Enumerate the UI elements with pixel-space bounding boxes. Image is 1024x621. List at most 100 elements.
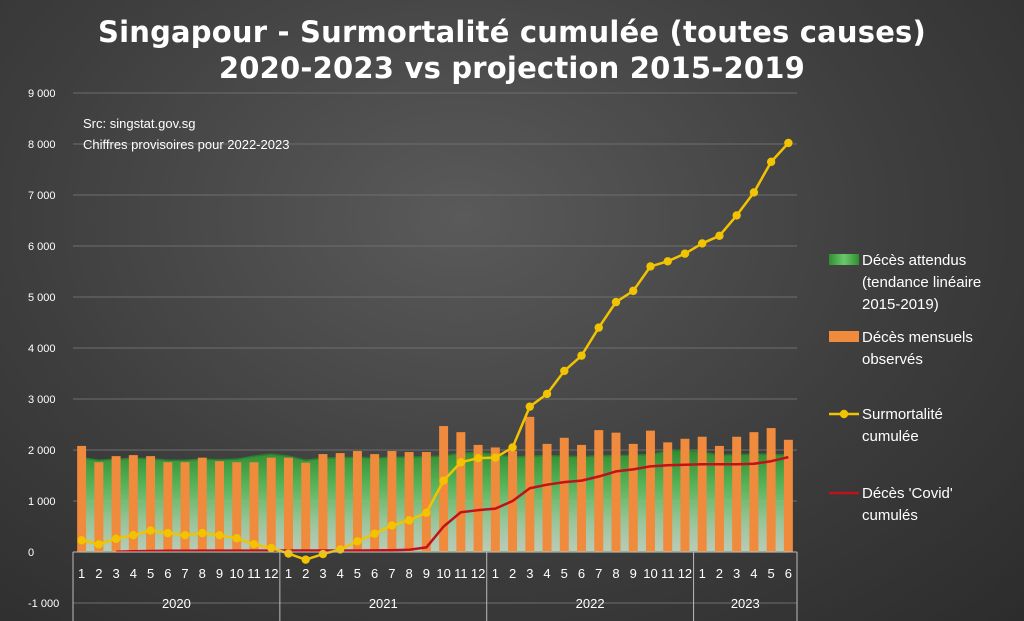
excess-mortality-point <box>94 540 104 549</box>
excess-mortality-point <box>146 526 155 535</box>
observed-deaths-bar <box>749 432 759 552</box>
excess-mortality-point <box>439 476 448 485</box>
excess-mortality-point <box>353 537 362 546</box>
observed-deaths-bar <box>404 452 414 552</box>
observed-deaths-bar <box>387 451 397 552</box>
x-tick-label: 2 <box>509 566 516 581</box>
excess-mortality-point <box>732 211 741 220</box>
excess-mortality-point <box>267 543 276 553</box>
excess-mortality-point <box>680 249 690 258</box>
chart-title-line-2: 2020-2023 vs projection 2015-2019 <box>218 51 806 85</box>
observed-deaths-bar <box>594 430 604 552</box>
observed-deaths-bar <box>77 445 87 552</box>
covid-deaths-polyline <box>116 455 789 553</box>
observed-deaths-bar <box>628 443 638 552</box>
observed-deaths-bar <box>577 444 587 552</box>
observed-deaths-bar <box>370 454 380 552</box>
x-tick-label: 7 <box>595 566 602 581</box>
excess-mortality-point <box>215 530 224 540</box>
y-tick-label: 4 000 <box>28 343 56 355</box>
legend-label: cumulés <box>862 507 918 524</box>
y-tick-label: 2 000 <box>28 445 56 457</box>
axes: -1 000 0 1 000 2 000 3 000 4 000 5 000 6 000 7 0… <box>28 88 798 621</box>
x-tick-label: 4 <box>130 566 137 581</box>
excess-mortality-point <box>180 530 190 540</box>
excess-mortality-point <box>697 239 707 248</box>
excess-mortality-point <box>542 389 552 399</box>
x-tick-label: 1 <box>78 566 85 581</box>
legend-label: Surmortalité <box>862 406 943 423</box>
x-tick-label: 10 <box>230 566 244 581</box>
excess-mortality-point <box>111 534 121 543</box>
excess-mortality-point <box>163 528 173 538</box>
x-tick-label: 3 <box>319 566 326 581</box>
x-tick-label: 10 <box>436 566 450 581</box>
x-tick-label: 8 <box>406 566 413 581</box>
x-tick-label: 1 <box>699 566 706 581</box>
x-tick-label: 3 <box>112 566 119 581</box>
observed-deaths-bar <box>490 447 500 552</box>
year-label: 2021 <box>369 596 398 611</box>
excess-mortality-point <box>422 508 431 517</box>
x-tick-label: 4 <box>337 566 344 581</box>
legend-label: observés <box>862 351 923 368</box>
x-tick-label: 2 <box>95 566 102 581</box>
y-tick-label: -1 000 <box>28 598 59 610</box>
excess-mortality-point <box>663 257 672 266</box>
observed-deaths-bar <box>542 443 552 552</box>
excess-mortality-point <box>456 458 466 467</box>
observed-deaths-bar <box>680 438 690 552</box>
observed-deaths-bar <box>766 428 776 552</box>
observed-deaths-bar <box>301 462 311 552</box>
excess-mortality-point <box>284 549 293 558</box>
chart-title: Singapour - Surmortalité cumulée (toutes… <box>0 14 1024 86</box>
observed-deaths-bar <box>714 445 724 552</box>
observed-deaths-bar <box>318 454 328 552</box>
x-tick-label: 6 <box>164 566 171 581</box>
x-tick-label: 12 <box>264 566 278 581</box>
x-tick-label: 1 <box>285 566 292 581</box>
observed-deaths-bar <box>645 430 655 552</box>
x-tick-label: 8 <box>612 566 619 581</box>
legend-marker-excess <box>839 409 849 419</box>
x-tick-label: 9 <box>423 566 430 581</box>
legend-label: cumulée <box>862 428 919 445</box>
x-tick-label: 10 <box>643 566 657 581</box>
observed-deaths-bar <box>163 462 173 552</box>
observed-deaths-bar <box>146 456 156 552</box>
excess-mortality-point <box>129 530 138 540</box>
legend-swatch-observed <box>829 331 859 342</box>
observed-deaths-bar <box>266 457 276 552</box>
observed-deaths-bar <box>215 461 225 552</box>
x-tick-label: 9 <box>630 566 637 581</box>
observed-deaths-bar <box>111 456 121 552</box>
y-tick-label: 5 000 <box>28 292 56 304</box>
legend-label: Décès attendus <box>862 252 966 269</box>
excess-mortality-point <box>766 157 776 167</box>
observed-deaths-bar <box>94 462 104 552</box>
excess-mortality-point <box>784 138 793 148</box>
excess-mortality-point <box>749 188 759 197</box>
excess-mortality-point <box>577 351 586 360</box>
excess-mortality-point <box>629 286 638 296</box>
excess-mortality-point <box>611 297 621 307</box>
x-tick-label: 11 <box>247 566 261 581</box>
x-tick-label: 5 <box>354 566 361 581</box>
excess-mortality-point <box>77 536 86 545</box>
x-tick-label: 7 <box>388 566 395 581</box>
year-label: 2020 <box>162 596 191 611</box>
x-tick-label: 2 <box>716 566 723 581</box>
observed-deaths-bar <box>197 457 207 552</box>
excess-mortality-point <box>508 443 517 452</box>
x-tick-label: 9 <box>216 566 223 581</box>
excess-mortality-point <box>560 366 569 376</box>
observed-deaths-bar <box>439 426 449 552</box>
x-tick-label: 5 <box>768 566 775 581</box>
x-tick-label: 3 <box>733 566 740 581</box>
x-tick-label: 8 <box>199 566 206 581</box>
excess-mortality-point <box>198 528 207 538</box>
observed-deaths-bar <box>611 432 621 552</box>
observed-deaths-bar <box>473 444 483 552</box>
observed-deaths-bar <box>783 439 793 552</box>
